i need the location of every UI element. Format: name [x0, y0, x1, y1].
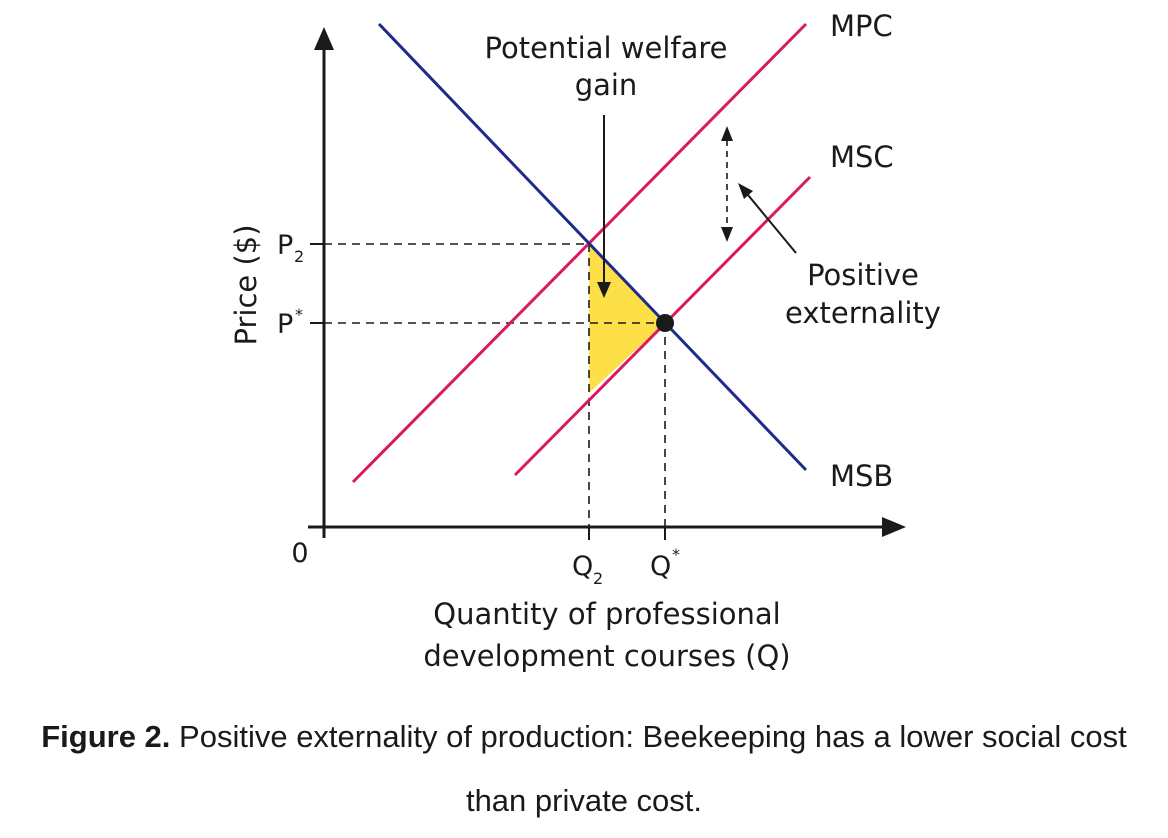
- p2-subscript: 2: [294, 247, 304, 266]
- externality-pointer: [747, 194, 797, 254]
- externality-pointer-arrowhead-icon: [738, 183, 753, 199]
- welfare-gain-label-line1: Potential welfare: [485, 31, 728, 65]
- externality-gap-down-arrowhead-icon: [721, 227, 733, 242]
- mpc-curve: [351, 22, 808, 484]
- pstar-label: P: [277, 309, 293, 340]
- caption-text-line2: than private cost.: [465, 783, 703, 818]
- caption-prefix: Figure 2.: [41, 719, 171, 754]
- y-axis-arrow-icon: [314, 27, 334, 50]
- x-axis-label-line1: Quantity of professional: [433, 597, 780, 631]
- externality-diagram: MPC MSC MSB Potential welfare gain Posit…: [229, 9, 941, 673]
- welfare-gain-label-line2: gain: [575, 68, 638, 102]
- pstar-superscript: *: [295, 305, 303, 324]
- x-axis-arrow-icon: [882, 517, 906, 537]
- welfare-gain-area: [589, 244, 665, 393]
- welfare-gain-arrowhead-icon: [597, 282, 611, 298]
- x-axis-label-line2: development courses (Q): [423, 639, 790, 673]
- figure-caption: Figure 2. Positive externality of produc…: [0, 705, 1168, 833]
- positive-externality-label-line1: Positive: [807, 258, 919, 292]
- msb-label: MSB: [830, 459, 893, 493]
- msc-label: MSC: [830, 140, 894, 174]
- caption-line1: Figure 2. Positive externality of produc…: [0, 705, 1168, 769]
- qstar-label: Q: [650, 551, 671, 582]
- msb-curve: [377, 22, 808, 472]
- q2-subscript: 2: [593, 569, 603, 588]
- externality-gap-up-arrowhead-icon: [721, 126, 733, 141]
- caption-text-line1: Positive externality of production: Beek…: [170, 719, 1127, 754]
- qstar-superscript: *: [672, 545, 680, 564]
- origin-label: 0: [291, 538, 308, 569]
- mpc-label: MPC: [830, 9, 893, 43]
- p2-label: P: [277, 230, 293, 261]
- equilibrium-point: [656, 314, 674, 332]
- q2-label: Q: [572, 551, 593, 582]
- positive-externality-label-line2: externality: [785, 296, 941, 330]
- y-axis-label: Price ($): [229, 224, 263, 345]
